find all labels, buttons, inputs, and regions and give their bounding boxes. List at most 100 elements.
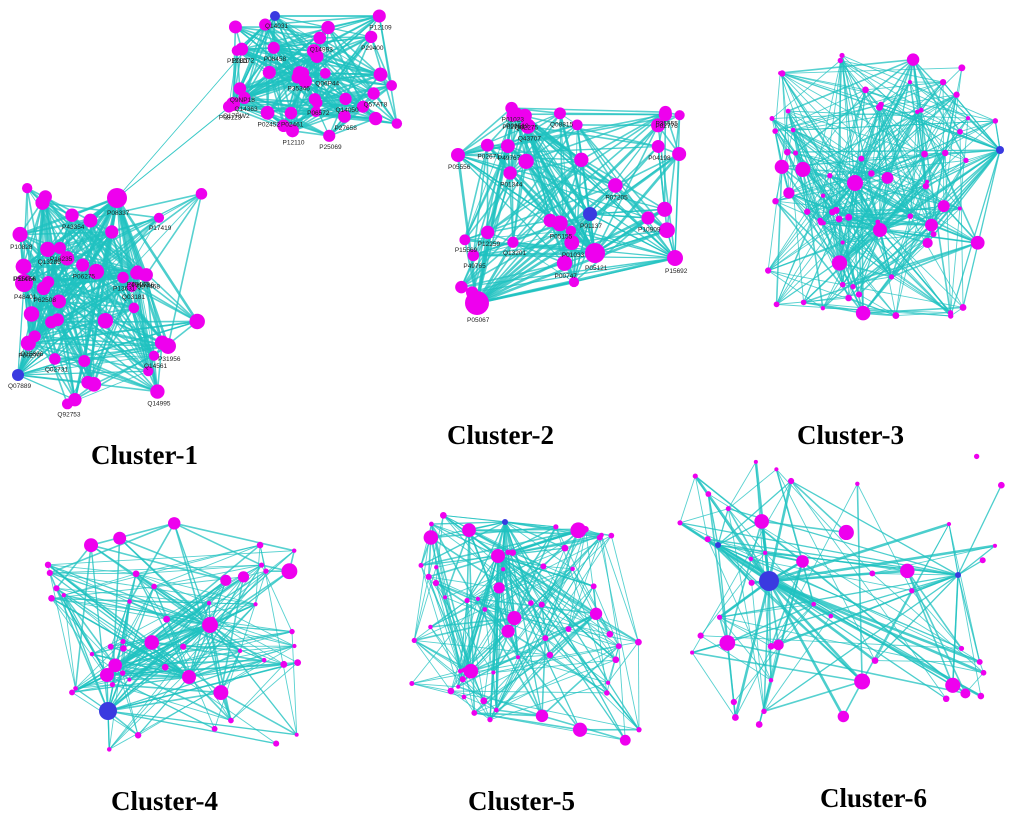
protein-node [44, 561, 52, 569]
edge-line [261, 564, 293, 632]
edge-line [707, 538, 959, 576]
node-label: P06572 [307, 110, 330, 117]
edge-line [428, 576, 464, 680]
protein-node [195, 188, 208, 200]
edge-line [848, 149, 1001, 299]
edge-line [17, 270, 138, 376]
edge-line [802, 168, 952, 317]
edge-line [91, 641, 124, 655]
edge-line [91, 653, 190, 678]
edge-line [129, 676, 190, 681]
protein-node [677, 520, 683, 526]
edge-line [763, 615, 832, 712]
protein-node [769, 116, 775, 122]
protein-node [459, 234, 471, 246]
protein-node [356, 100, 370, 113]
protein-node [731, 714, 739, 721]
edge-line [555, 526, 609, 683]
edge-line [771, 60, 841, 119]
edge-line [525, 161, 551, 221]
node-label: P22736 [132, 282, 155, 289]
node-label: Q06P44 [315, 81, 339, 88]
node-label: Q43707 [518, 136, 542, 143]
edge-line [291, 631, 298, 735]
edge-line [767, 480, 793, 582]
edge-line [719, 616, 772, 647]
edge-line [854, 107, 881, 184]
edge-line [58, 300, 134, 309]
edge-line [763, 580, 770, 712]
protein-node [491, 549, 505, 563]
protein-node [942, 695, 950, 703]
node-label: Q02731 [45, 367, 69, 374]
protein-node [475, 596, 481, 601]
node-label: P02452 [258, 122, 281, 129]
protein-node [565, 626, 572, 632]
protein-node [651, 118, 666, 133]
edge-line [107, 691, 221, 712]
edge-line [106, 573, 137, 676]
edge-line [618, 646, 626, 741]
edge-line [768, 580, 772, 681]
protein-node [487, 716, 493, 723]
protein-node [144, 635, 160, 650]
protein-node [237, 648, 243, 654]
edge-line [497, 555, 626, 741]
protein-node [451, 148, 465, 162]
protein-node [284, 106, 298, 120]
edge-line [541, 604, 551, 656]
edge-line [593, 586, 620, 647]
edge-line [232, 50, 238, 105]
edge-line [515, 113, 659, 148]
protein-node [206, 600, 212, 606]
edge-line [91, 564, 262, 655]
edge-line [153, 586, 168, 620]
protein-node [839, 281, 846, 288]
edge-line [874, 574, 959, 662]
edge-line [707, 493, 729, 644]
protein-node [960, 688, 971, 699]
cluster-edges [47, 522, 298, 750]
edge-line [431, 523, 543, 605]
protein-node [296, 67, 310, 80]
edge-line [239, 87, 330, 137]
protein-node [659, 222, 675, 239]
edge-line [450, 690, 497, 711]
edge-line [854, 81, 911, 184]
node-label: P29400 [361, 45, 384, 52]
protein-node [774, 159, 789, 174]
edge-line [34, 319, 106, 338]
protein-node [615, 643, 622, 650]
edge-line [541, 604, 639, 643]
edge-line [54, 358, 158, 393]
protein-node [503, 166, 517, 180]
protein-node [78, 354, 91, 367]
edge-line [787, 110, 888, 179]
edge-line [787, 58, 914, 112]
protein-node [339, 92, 352, 106]
cluster-6-network [677, 453, 1005, 728]
cluster-3-network [764, 52, 1004, 321]
edge-line [106, 666, 166, 676]
edge-line [601, 534, 639, 643]
edge-line [733, 603, 815, 703]
node-label: Q08815 [550, 121, 574, 128]
edge-line [877, 160, 967, 223]
edge-line [727, 461, 757, 509]
edge-line [63, 594, 116, 666]
protein-node [209, 616, 216, 622]
edge-line [443, 515, 546, 639]
protein-node [635, 638, 642, 646]
edge-line [839, 149, 1001, 264]
edge-line [838, 182, 856, 264]
edge-line [208, 602, 295, 647]
edge-line [464, 238, 596, 255]
protein-node [755, 721, 763, 728]
protein-node [97, 313, 114, 329]
protein-node [364, 30, 378, 44]
edge-line [116, 103, 234, 199]
node-label: P25069 [319, 144, 342, 151]
edge-line [841, 55, 996, 122]
